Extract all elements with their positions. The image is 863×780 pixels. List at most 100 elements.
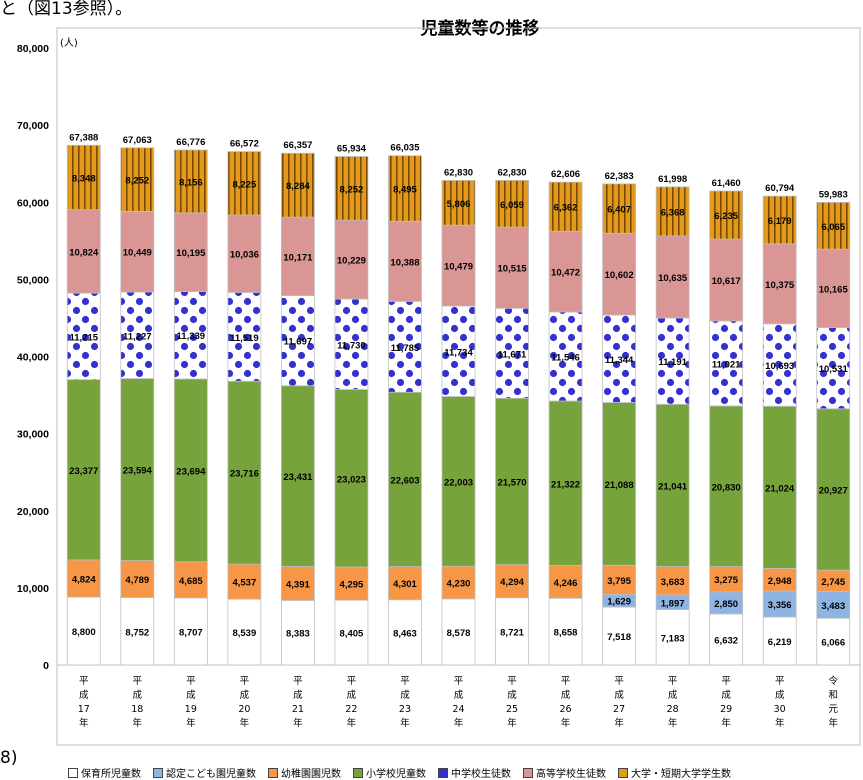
x-tick-label: 19: [185, 704, 197, 715]
x-tick-label: 平: [133, 676, 143, 687]
bar-segment: [280, 152, 315, 218]
data-label: 11,519: [230, 333, 259, 344]
x-tick-label: 平: [240, 676, 250, 687]
bar-segment: [66, 292, 101, 381]
bar-segment: [66, 209, 101, 294]
data-label: 4,391: [286, 579, 310, 590]
total-label: 62,606: [551, 169, 580, 180]
bar-segment: [655, 609, 690, 666]
data-label: 11,227: [123, 331, 152, 342]
x-tick-label: 成: [186, 689, 196, 701]
x-tick-label: 和: [828, 690, 838, 701]
bar-segment: [816, 201, 851, 250]
data-label: 10,693: [765, 361, 794, 372]
y-tick-label: 50,000: [17, 274, 49, 286]
data-label: 11,730: [337, 340, 366, 351]
bar-segment: [602, 183, 636, 234]
x-tick-label: 30: [774, 704, 786, 715]
bar-segment: [334, 599, 369, 666]
data-label: 8,495: [393, 184, 417, 195]
legend-item: 中学校生徒数: [438, 765, 511, 780]
x-tick-label: 成: [721, 689, 731, 701]
data-label: 8,707: [179, 627, 203, 638]
bar-segment: [441, 598, 476, 666]
bar-segment: [762, 616, 797, 666]
data-label: 21,088: [605, 480, 634, 491]
data-label: 11,785: [391, 343, 420, 354]
x-tick-label: 年: [186, 717, 196, 729]
data-label: 6,235: [714, 211, 738, 222]
y-tick-label: 10,000: [17, 583, 49, 595]
x-tick-label: 年: [347, 717, 357, 729]
bar-segment: [709, 238, 744, 322]
bar-segment: [120, 378, 155, 561]
bar-segment: [173, 561, 208, 599]
data-label: 6,632: [714, 635, 738, 646]
legend-item: 高等学校生徒数: [523, 765, 606, 780]
bar-segment: [548, 597, 583, 666]
bar-segment: [441, 180, 476, 226]
data-label: 3,275: [714, 575, 738, 586]
data-label: 23,716: [230, 469, 259, 480]
bar-segment: [495, 597, 529, 666]
data-label: 6,179: [768, 216, 792, 227]
bar-segment: [441, 224, 476, 307]
bar-segment: [280, 295, 315, 387]
data-label: 8,463: [393, 628, 417, 639]
data-label: 10,036: [230, 250, 259, 261]
data-label: 2,948: [768, 576, 792, 587]
data-label: 10,375: [765, 280, 795, 291]
data-label: 10,824: [69, 247, 99, 258]
bar-segment: [816, 248, 851, 328]
x-tick-label: 年: [507, 717, 517, 729]
x-tick-label: 25: [506, 704, 518, 715]
bar-segment: [120, 560, 155, 598]
data-label: 22,603: [390, 475, 419, 486]
x-tick-label: 年: [133, 717, 143, 729]
x-tick-label: 年: [828, 717, 838, 729]
x-tick-label: 年: [454, 717, 464, 729]
bar-segment: [227, 380, 262, 565]
x-tick-label: 平: [775, 676, 785, 687]
x-tick-label: 28: [667, 704, 679, 715]
bar-segment: [334, 219, 369, 300]
data-label: 21,570: [498, 477, 527, 488]
x-tick-label: 平: [668, 676, 678, 687]
data-label: 8,578: [447, 628, 471, 639]
total-label: 60,794: [765, 183, 795, 194]
data-label: 4,294: [500, 577, 524, 588]
bar-segment: [495, 397, 529, 566]
data-label: 20,927: [819, 485, 848, 496]
data-label: 10,472: [551, 268, 580, 279]
bar-segment: [66, 144, 101, 211]
bar-segment: [602, 314, 636, 403]
bar-segment: [602, 606, 636, 666]
x-tick-label: 成: [347, 689, 357, 701]
x-tick-label: 成: [668, 689, 678, 701]
x-tick-label: 平: [79, 676, 89, 687]
data-label: 10,388: [390, 257, 419, 268]
data-label: 3,683: [661, 577, 685, 588]
bar-segment: [548, 311, 583, 402]
data-label: 1,629: [607, 597, 631, 608]
data-label: 8,752: [125, 627, 149, 638]
y-tick-label: 40,000: [17, 352, 49, 364]
bar-segment: [227, 214, 262, 293]
legend-swatch: [153, 767, 163, 778]
bar-segment: [120, 211, 155, 293]
data-label: 10,515: [498, 264, 528, 275]
data-label: 8,721: [500, 627, 524, 638]
bar-segment: [388, 220, 422, 302]
y-tick-label: 60,000: [17, 197, 49, 209]
bar-segment: [655, 566, 690, 596]
x-tick-label: 成: [454, 689, 464, 701]
bar-segment: [709, 405, 744, 568]
trailing-text: 8): [0, 748, 18, 768]
legend-item: 保育所児童数: [68, 765, 141, 780]
legend-swatch: [523, 767, 533, 778]
y-tick-label: 30,000: [17, 429, 49, 441]
bar-segment: [441, 396, 476, 567]
x-tick-label: 22: [345, 704, 357, 715]
data-label: 10,165: [819, 284, 849, 295]
bar-segment: [173, 212, 208, 292]
